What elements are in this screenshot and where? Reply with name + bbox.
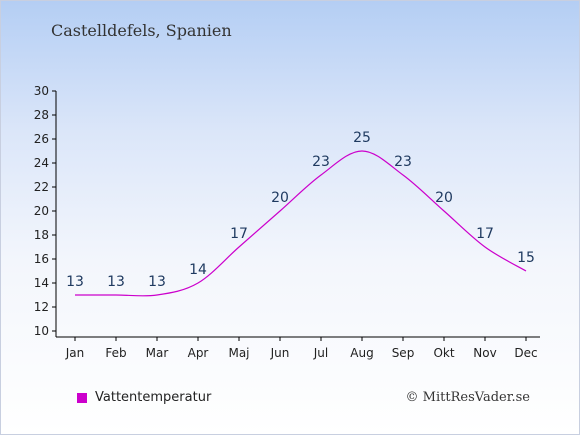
x-tick-label: Maj <box>228 346 249 360</box>
x-tick-label: Mar <box>146 346 169 360</box>
series-line-0 <box>74 150 527 297</box>
y-tick-label: 10 <box>34 324 49 338</box>
data-label: 20 <box>435 190 453 206</box>
data-label: 15 <box>517 250 535 266</box>
data-label: 23 <box>394 154 412 170</box>
data-label: 20 <box>271 190 289 206</box>
x-tick-label: Sep <box>392 346 415 360</box>
credit-text: © MittResVader.se <box>405 390 530 405</box>
y-tick-label: 14 <box>34 276 49 290</box>
legend-swatch <box>77 392 87 403</box>
chart-title: Castelldefels, Spanien <box>51 21 232 40</box>
x-tick-label: Dec <box>514 346 537 360</box>
x-tick-label: Feb <box>105 346 126 360</box>
legend: Vattentemperatur <box>77 390 211 405</box>
y-tick-label: 12 <box>34 300 49 314</box>
y-tick-label: 24 <box>34 156 49 170</box>
y-tick-label: 22 <box>34 180 49 194</box>
x-tick-label: Aug <box>350 346 373 360</box>
data-label: 17 <box>230 226 248 242</box>
y-tick-label: 20 <box>34 204 49 218</box>
y-tick-label: 18 <box>34 228 49 242</box>
x-tick-label: Jul <box>313 346 328 360</box>
y-tick-label: 30 <box>34 84 49 98</box>
legend-label: Vattentemperatur <box>95 390 212 405</box>
x-tick-label: Okt <box>433 346 454 360</box>
data-label: 13 <box>148 274 166 290</box>
data-label: 13 <box>107 274 125 290</box>
data-label: 17 <box>476 226 494 242</box>
x-tick-label: Nov <box>473 346 496 360</box>
y-tick-label: 28 <box>34 108 49 122</box>
data-label: 13 <box>66 274 84 290</box>
x-tick-label: Jan <box>65 346 85 360</box>
data-label: 25 <box>353 130 371 146</box>
data-label: 14 <box>189 262 207 278</box>
x-tick-label: Apr <box>188 346 209 360</box>
y-tick-label: 26 <box>34 132 49 146</box>
y-tick-label: 16 <box>34 252 49 266</box>
x-tick-label: Jun <box>270 346 290 360</box>
data-label: 23 <box>312 154 330 170</box>
